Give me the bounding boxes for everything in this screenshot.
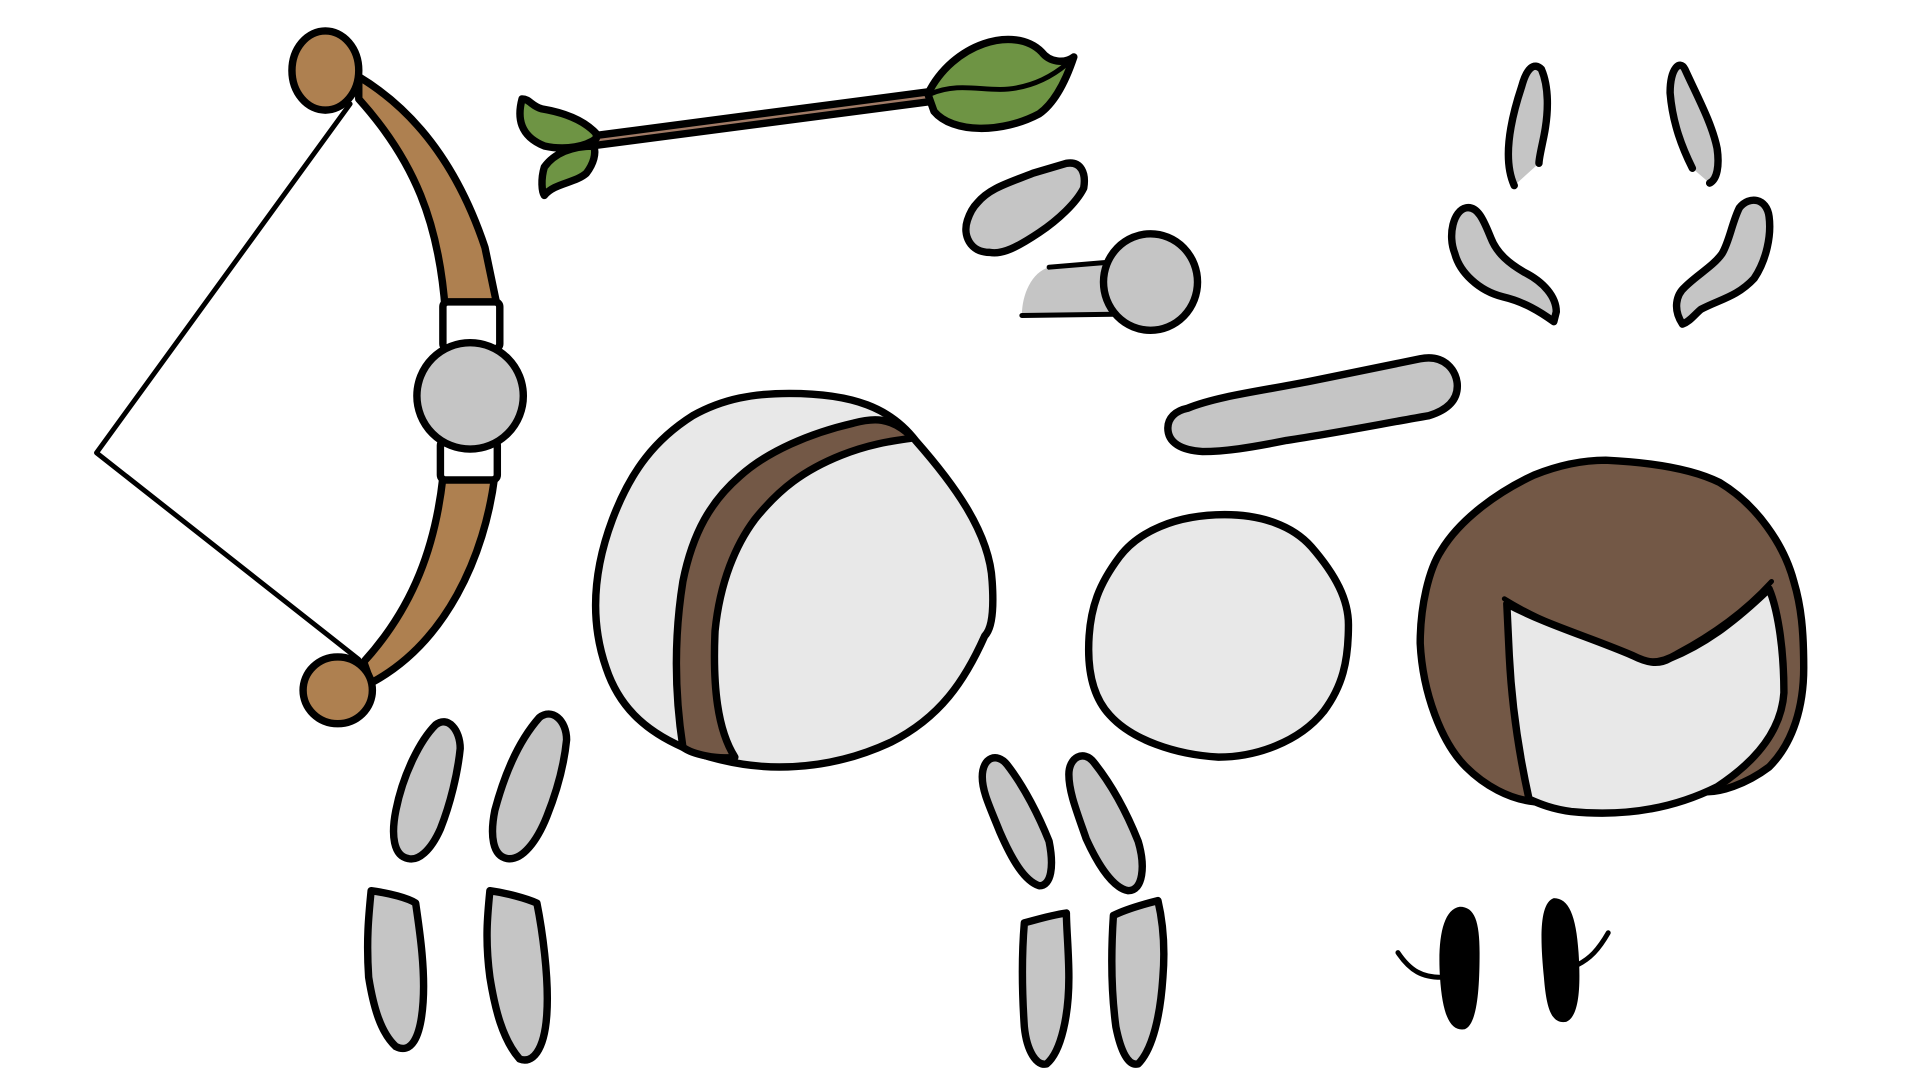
arms-right-pair-sprite[interactable] — [978, 752, 1146, 895]
head-headband-sprite[interactable] — [591, 389, 997, 771]
forearm-top-line — [1046, 259, 1111, 270]
forearm-fist-sprite[interactable] — [1019, 230, 1202, 335]
arm-right-1 — [978, 754, 1056, 890]
eyes-sprite[interactable] — [1395, 898, 1611, 1030]
hand-upper-shape — [962, 159, 1088, 257]
head-plain-shape — [1084, 510, 1353, 761]
bow-tip-lower — [299, 653, 377, 728]
bow-grip — [413, 338, 528, 453]
fist-shape — [1099, 230, 1202, 335]
ears-upper-sprite[interactable] — [1504, 61, 1722, 190]
eye-left-shape — [1439, 906, 1480, 1030]
arrow-fletch-top — [516, 95, 600, 152]
ear-upper-left — [1504, 62, 1552, 190]
bow-limb-upper — [355, 72, 502, 316]
bow-string — [94, 101, 362, 662]
arrow-head-vein — [927, 61, 1069, 97]
bow-sprite[interactable] — [94, 27, 528, 728]
eye-right-lash — [1574, 930, 1611, 968]
arrow-fletch-bottom — [538, 142, 599, 200]
ear-upper-right — [1666, 61, 1722, 187]
arms-left-pair-sprite[interactable] — [389, 710, 571, 863]
legs-left-pair-sprite[interactable] — [363, 887, 551, 1064]
headband-stripe — [672, 416, 917, 762]
ear-lower-left — [1448, 204, 1560, 326]
leg-left-1 — [363, 887, 428, 1052]
hand-upper-sprite[interactable] — [962, 159, 1088, 257]
bow-tip-upper — [288, 27, 363, 114]
leg-right-1 — [1018, 909, 1073, 1068]
bow-limb-lower — [360, 471, 499, 687]
eye-left-lash — [1395, 950, 1444, 980]
forearm-shape — [1021, 262, 1114, 316]
arm-left-1 — [389, 718, 464, 863]
hair-fringe-line — [1501, 578, 1775, 664]
head-plain-sprite[interactable] — [1084, 510, 1353, 761]
leg-right-2 — [1108, 896, 1168, 1068]
arrow-shaft — [587, 87, 936, 150]
long-arm-shape — [1164, 354, 1462, 456]
ears-lower-sprite[interactable] — [1448, 196, 1774, 328]
arm-left-2 — [488, 710, 571, 863]
arrow-sprite[interactable] — [516, 35, 1078, 200]
leg-left-2 — [483, 887, 551, 1064]
long-arm-sprite[interactable] — [1164, 354, 1462, 456]
eye-right-shape — [1541, 898, 1580, 1023]
head-hair-sprite[interactable] — [1416, 456, 1808, 817]
ear-lower-right — [1672, 196, 1774, 328]
arrow-head-leaf — [924, 35, 1078, 133]
forearm-bottom-line — [1019, 311, 1116, 318]
legs-right-pair-sprite[interactable] — [1018, 896, 1168, 1068]
arm-right-2 — [1065, 752, 1146, 895]
